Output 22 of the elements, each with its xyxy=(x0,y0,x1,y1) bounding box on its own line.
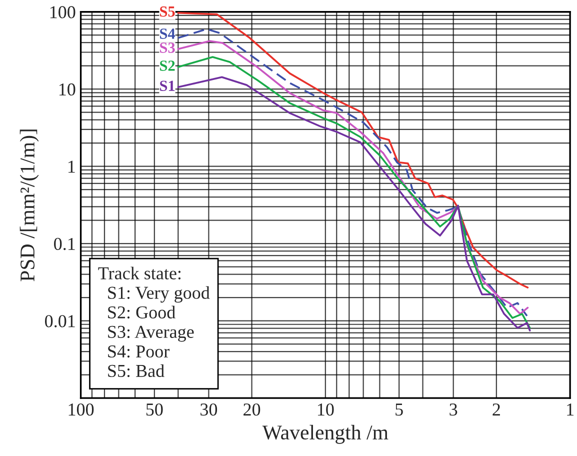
y-tick-label: 100 xyxy=(50,6,76,18)
x-tick-label: 100 xyxy=(68,403,94,416)
y-tick-label: 0.01 xyxy=(45,315,75,328)
x-tick-label: 30 xyxy=(200,403,218,416)
y-axis-title: PSD /[mm²/(1/m)] xyxy=(20,130,39,282)
series-label: S1 xyxy=(160,80,175,91)
series-label: S4 xyxy=(160,28,176,39)
x-tick-label: 5 xyxy=(396,404,403,416)
x-tick-label: 20 xyxy=(244,403,260,416)
y-tick-label: 1 xyxy=(68,160,75,173)
series-label: S2 xyxy=(160,60,175,71)
y-tick-label: 10 xyxy=(59,83,76,96)
x-tick-label: 3 xyxy=(450,404,458,416)
x-axis-title: Wavelength /m xyxy=(262,424,388,444)
annotation: Track state: S1: Very good S2: Good S3: Average S4: Poor S5: Bad xyxy=(98,266,210,378)
x-tick-label: 50 xyxy=(146,403,163,416)
x-tick-label: 10 xyxy=(318,403,334,416)
series-label: S5 xyxy=(160,6,175,17)
y-tick-label: 0.1 xyxy=(54,238,75,250)
series-label: S3 xyxy=(160,42,175,53)
x-tick-label: 2 xyxy=(492,404,500,416)
x-tick-label: 1 xyxy=(567,404,574,416)
